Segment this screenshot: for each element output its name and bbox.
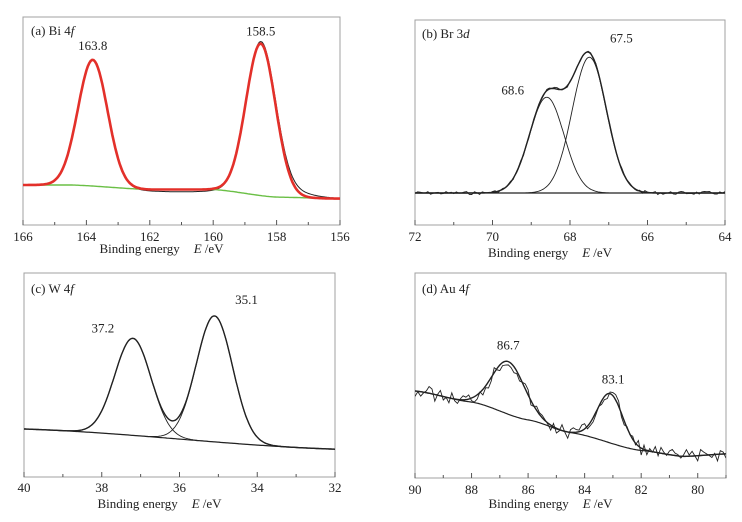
x-axis-label: Binding energy E/eV: [488, 496, 613, 511]
panel-title: (c) W 4f: [31, 281, 76, 296]
panel-a: 166 164 162 160 158 156 Binding energy E/eV (a) …: [13, 16, 350, 256]
x-axis-label-variable: E: [193, 241, 202, 256]
peak-label: 83.1: [602, 372, 625, 387]
x-tick-label: 158: [267, 229, 287, 244]
panel-title-italic: f: [71, 23, 77, 38]
x-tick-label: 66: [641, 229, 655, 244]
x-tick-label: 156: [330, 229, 350, 244]
x-tick-label: 164: [77, 229, 97, 244]
fit-envelope-curve: [23, 42, 340, 200]
component-curve-67-5: [415, 56, 725, 194]
fit-envelope-curve: [24, 315, 335, 450]
panel-title-text: (a) Bi 4: [31, 23, 71, 38]
x-axis-label: Binding energy E/eV: [99, 241, 224, 256]
peak-label: 68.6: [501, 83, 524, 98]
peak-label: 163.8: [78, 38, 107, 53]
peak-label: 67.5: [610, 31, 633, 46]
x-tick-label: 70: [486, 229, 499, 244]
x-tick-label: 166: [13, 229, 33, 244]
x-axis-label-unit: /eV: [594, 496, 613, 511]
x-axis-label-text: Binding energy: [99, 241, 180, 256]
panel-title-text: (b) Br 3: [422, 26, 463, 41]
background-curve: [415, 390, 726, 457]
peak-label: 35.1: [235, 292, 258, 307]
x-tick-label: 84: [578, 482, 592, 497]
x-axis-label-text: Binding energy: [488, 496, 569, 511]
x-axis-label-text: Binding energy: [97, 496, 178, 511]
experimental-curve: [415, 50, 725, 196]
component-curve-37-2: [24, 337, 335, 450]
x-tick-label: 162: [140, 229, 160, 244]
panel-title: (a) Bi 4f: [31, 23, 77, 38]
peak-label: 158.5: [246, 24, 275, 39]
peak-label: 37.2: [91, 320, 114, 335]
x-axis-label-variable: E: [191, 496, 200, 511]
panel-title-text: (c) W 4: [31, 281, 71, 296]
x-axis-label-unit: /eV: [205, 241, 224, 256]
background-curve: [24, 428, 335, 450]
x-tick-label: 82: [635, 482, 648, 497]
x-tick-label: 72: [409, 229, 422, 244]
x-axis-label-variable: E: [581, 245, 590, 260]
panel-title-italic: d: [463, 26, 470, 41]
x-axis-label: Binding energy E/eV: [488, 245, 613, 260]
x-tick-label: 68: [564, 229, 577, 244]
curves: [23, 40, 340, 200]
curves: [24, 315, 335, 450]
panel-c: 40 38 36 34 32 Binding energy E/eV (c) W 4f 37.2…: [18, 272, 342, 511]
x-axis-label-unit: /eV: [593, 245, 612, 260]
fit-envelope-curve: [415, 51, 725, 194]
panel-title-italic: f: [70, 281, 76, 296]
plot-frame: [22, 16, 341, 226]
x-tick-label: 64: [719, 229, 733, 244]
x-tick-label: 88: [465, 482, 478, 497]
x-axis-label-text: Binding energy: [488, 245, 569, 260]
panel-title-text: (d) Au 4: [422, 281, 466, 296]
x-tick-label: 90: [409, 482, 422, 497]
panel-title-italic: f: [465, 281, 471, 296]
fit-envelope-curve: [415, 360, 726, 458]
x-tick-label: 86: [522, 482, 536, 497]
component-curve-68-6: [415, 96, 725, 194]
x-axis-label: Binding energy E/eV: [97, 496, 222, 511]
x-tick-label: 80: [691, 482, 704, 497]
panel-title: (d) Au 4f: [422, 281, 471, 296]
x-tick-label: 32: [329, 480, 342, 495]
x-axis-label-variable: E: [582, 496, 591, 511]
panel-d: 90 88 86 84 82 80 Binding energy E/eV (d) Au 4f 8…: [409, 272, 727, 511]
peak-label: 86.7: [497, 338, 520, 353]
panel-b: 72 70 68 66 64 Binding energy E/eV (b) Br 3d 68.…: [409, 19, 733, 260]
experimental-curve: [415, 364, 726, 463]
experimental-curve: [24, 315, 335, 450]
x-tick-label: 36: [173, 480, 187, 495]
plot-frame: [414, 272, 727, 479]
curves: [415, 360, 726, 463]
panel-title: (b) Br 3d: [422, 26, 470, 41]
x-tick-label: 34: [251, 480, 265, 495]
curves: [415, 50, 725, 196]
x-tick-label: 38: [95, 480, 108, 495]
component-curve-35-1: [24, 315, 335, 450]
x-tick-label: 40: [18, 480, 31, 495]
experimental-curve: [23, 40, 340, 199]
x-tick-label: 160: [203, 229, 223, 244]
x-axis-label-unit: /eV: [203, 496, 222, 511]
